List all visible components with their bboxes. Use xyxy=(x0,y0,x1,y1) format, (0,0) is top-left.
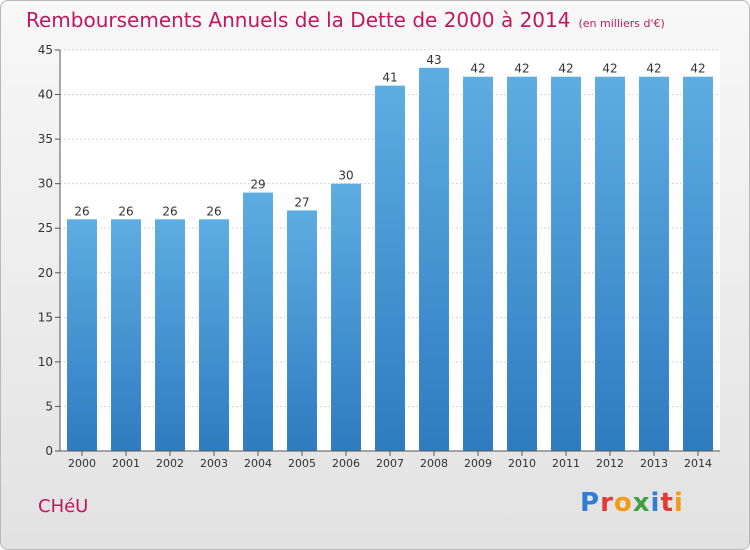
bar-value-label: 41 xyxy=(382,71,397,85)
x-tick-label: 2013 xyxy=(640,457,668,470)
y-tick-label: 15 xyxy=(38,310,53,324)
bar xyxy=(243,192,273,452)
bar-value-label: 26 xyxy=(206,204,221,218)
x-tick-label: 2001 xyxy=(112,457,140,470)
bar xyxy=(331,183,361,451)
x-tick-label: 2004 xyxy=(244,457,272,470)
x-tick-label: 2005 xyxy=(288,457,316,470)
x-tick-label: 2012 xyxy=(596,457,624,470)
bar xyxy=(419,67,449,452)
bar-value-label: 26 xyxy=(162,204,177,218)
bar xyxy=(463,76,493,451)
x-tick-label: 2014 xyxy=(684,457,712,470)
y-tick-label: 0 xyxy=(45,444,53,458)
chart-title: Remboursements Annuels de la Dette de 20… xyxy=(26,8,665,32)
logo-letter: x xyxy=(632,488,651,518)
bar-value-label: 26 xyxy=(74,204,89,218)
logo-letter: t xyxy=(660,488,674,518)
commune-name: CHéU xyxy=(38,496,89,517)
bar-value-label: 42 xyxy=(690,62,705,76)
bar-value-label: 42 xyxy=(602,62,617,76)
bar xyxy=(683,76,713,451)
x-tick-label: 2009 xyxy=(464,457,492,470)
bar xyxy=(639,76,669,451)
bar-value-label: 30 xyxy=(338,169,353,183)
x-tick-label: 2006 xyxy=(332,457,360,470)
y-tick-label: 40 xyxy=(38,88,53,102)
x-tick-label: 2008 xyxy=(420,457,448,470)
bars: 26 26 26 26 29 27 30 41 43 42 42 42 42 42 42 xyxy=(67,53,713,452)
y-tick-label: 25 xyxy=(38,221,53,235)
bar xyxy=(375,85,405,452)
y-tick-label: 5 xyxy=(45,399,53,413)
x-tick-label: 2002 xyxy=(156,457,184,470)
x-tick-label: 2010 xyxy=(508,457,536,470)
logo-letter: P xyxy=(580,488,601,518)
y-tick-label: 30 xyxy=(38,177,53,191)
logo-letter: i xyxy=(673,488,684,518)
bar-value-label: 43 xyxy=(426,53,441,67)
logo-letter: o xyxy=(613,488,633,518)
y-tick-label: 20 xyxy=(38,266,53,280)
bar xyxy=(595,76,625,451)
bar-value-label: 26 xyxy=(118,204,133,218)
bar xyxy=(287,210,317,451)
logo-letter: i xyxy=(650,488,661,518)
bar-value-label: 42 xyxy=(514,62,529,76)
y-tick-label: 35 xyxy=(38,132,53,146)
bar xyxy=(507,76,537,451)
x-tick-label: 2000 xyxy=(68,457,96,470)
y-tick-label: 10 xyxy=(38,355,53,369)
chart-title-text: Remboursements Annuels de la Dette de 20… xyxy=(26,8,571,32)
y-tick-label: 45 xyxy=(38,43,53,57)
bar-value-label: 29 xyxy=(250,178,265,192)
bar-value-label: 42 xyxy=(646,62,661,76)
bar xyxy=(67,219,97,451)
bar-value-label: 27 xyxy=(294,195,309,209)
x-tick-label: 2003 xyxy=(200,457,228,470)
bar-value-label: 42 xyxy=(470,62,485,76)
bar-value-label: 42 xyxy=(558,62,573,76)
bar xyxy=(199,219,229,451)
proxiti-logo: Proxiti xyxy=(580,488,684,518)
chart-subtitle: (en milliers d'€) xyxy=(578,17,665,30)
x-tick-label: 2011 xyxy=(552,457,580,470)
bar xyxy=(111,219,141,451)
axes: 0 5 10 15 20 25 30 35 40 45 2000 2001 2002 2003 2004 20… xyxy=(38,43,720,470)
bar xyxy=(155,219,185,451)
x-tick-label: 2007 xyxy=(376,457,404,470)
logo-letter: r xyxy=(600,488,614,518)
bar xyxy=(551,76,581,451)
